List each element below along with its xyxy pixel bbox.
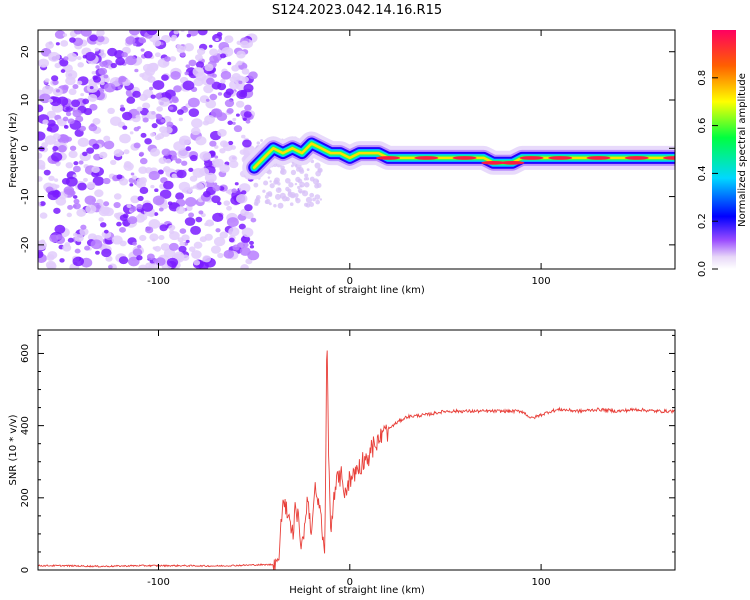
chart-title: S124.2023.042.14.16.R15 xyxy=(272,3,442,18)
x-tick-label: 100 xyxy=(532,276,551,287)
spectrogram-noise xyxy=(38,30,323,269)
colorbar-ticks: 0.0 0.2 0.4 0.6 0.8 xyxy=(697,70,718,277)
y-tick-label: 200 xyxy=(20,488,31,507)
snr-y-ticks: 0 200 400 600 xyxy=(20,334,675,573)
colorbar-tick-label: 0.0 xyxy=(697,261,708,277)
ridge-hotspot xyxy=(548,156,573,160)
ridge-hotspot xyxy=(586,156,611,160)
ridge-hotspot xyxy=(452,156,477,160)
snr-frame xyxy=(37,329,676,571)
snr-x-label: Height of straight line (km) xyxy=(289,585,425,596)
ridge-hotspot xyxy=(376,156,401,160)
x-tick-label: -100 xyxy=(147,276,170,287)
y-tick-label: 0 xyxy=(20,145,31,151)
y-tick-label: 0 xyxy=(20,567,31,573)
y-tick-label: 20 xyxy=(20,45,31,58)
y-tick-label: 400 xyxy=(20,416,31,435)
x-tick-label: 0 xyxy=(347,276,353,287)
spectrogram-x-label: Height of straight line (km) xyxy=(289,285,425,296)
spectrogram-x-ticks: -100 0 100 xyxy=(147,30,551,287)
spectrogram-frame xyxy=(37,29,676,270)
colorbar-tick-label: 0.8 xyxy=(697,70,708,86)
spectrogram-y-label: Frequency (Hz) xyxy=(8,112,19,188)
snr-y-label: SNR (10 * v/v) xyxy=(8,414,19,485)
colorbar: 0.0 0.2 0.4 0.6 0.8 Normalized spectral ampl… xyxy=(697,30,748,277)
colorbar-tick-label: 0.4 xyxy=(697,165,708,181)
ridge-hotspot xyxy=(519,156,544,160)
x-tick-label: 100 xyxy=(532,577,551,588)
snr-panel: -100 0 100 0 200 400 600 Height of straight l… xyxy=(8,329,676,596)
colorbar-gradient xyxy=(712,30,736,269)
ridge-hotspot xyxy=(663,156,675,160)
y-tick-label: -10 xyxy=(20,188,31,204)
colorbar-tick-label: 0.6 xyxy=(697,118,708,134)
spectrogram-y-ticks: -20 -10 0 10 20 xyxy=(20,45,675,253)
ridge-hotspot xyxy=(500,160,525,165)
x-tick-label: -100 xyxy=(147,577,170,588)
y-tick-label: 600 xyxy=(20,344,31,363)
colorbar-label: Normalized spectral amplitude xyxy=(737,73,748,227)
colorbar-tick-label: 0.2 xyxy=(697,213,708,229)
spectrogram-ridge xyxy=(242,131,675,180)
ridge-hotspot xyxy=(624,156,649,160)
spectrogram-content xyxy=(38,30,675,269)
y-tick-label: 10 xyxy=(20,94,31,107)
ridge-hotspot xyxy=(481,160,506,165)
snr-series-line xyxy=(38,350,675,570)
x-tick-label: 0 xyxy=(347,577,353,588)
ridge-hotspot xyxy=(414,156,439,160)
snr-x-ticks: -100 0 100 xyxy=(147,330,551,588)
y-tick-label: -20 xyxy=(20,237,31,253)
